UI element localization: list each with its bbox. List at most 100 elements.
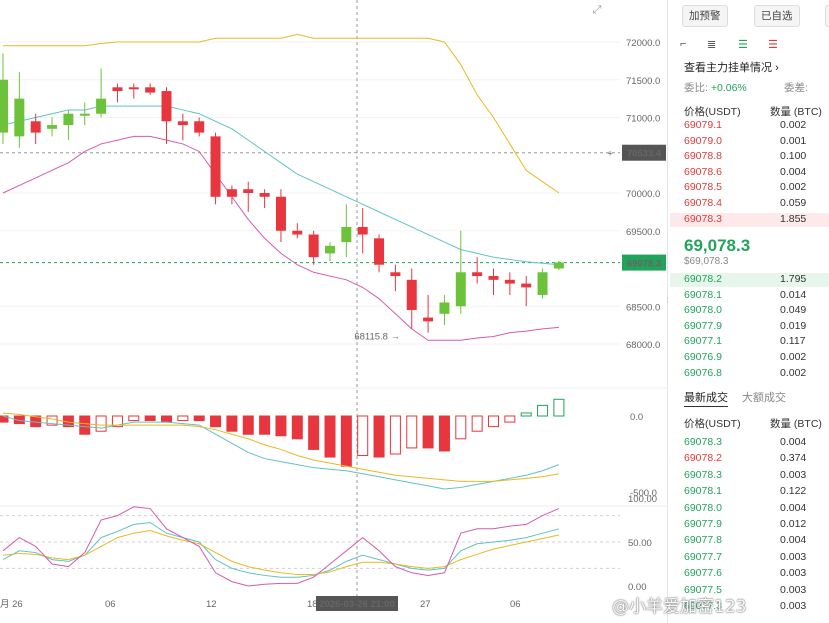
candle-body xyxy=(145,87,156,93)
trade-amount: 0.003 xyxy=(780,583,807,596)
ask-row[interactable]: 69078.6 0.004 xyxy=(684,166,829,180)
depth-both-icon[interactable]: ⌐ xyxy=(680,38,687,50)
ask-row[interactable]: 69078.4 0.059 xyxy=(684,197,829,211)
macd-bar xyxy=(275,415,287,437)
strategy-button[interactable]: 策略 xyxy=(825,5,829,27)
depth-view-tabs: ⌐ ≣ ☰ ☰ xyxy=(680,38,829,52)
col-amount: 数量 (BTC) xyxy=(770,106,822,118)
ask-price: 69078.5 xyxy=(684,181,722,194)
trade-price: 69077.6 xyxy=(684,567,722,580)
ask-row[interactable]: 69078.3 1.855 xyxy=(684,213,829,227)
trade-amount: 0.004 xyxy=(780,436,807,448)
ask-amount: 1.855 xyxy=(780,212,807,225)
bid-amount: 1.795 xyxy=(780,273,807,285)
watchlist-button[interactable]: 已自选 xyxy=(754,5,800,27)
crosshair-price-tag xyxy=(622,144,666,161)
tab-large-trades[interactable]: 大额成交 xyxy=(742,392,786,404)
candle-body xyxy=(390,272,401,277)
candle-body xyxy=(96,98,107,114)
bid-price: 69077.1 xyxy=(684,335,722,348)
candle-body xyxy=(63,113,74,126)
ask-row[interactable]: 69078.8 0.100 xyxy=(684,150,829,164)
bid-row[interactable]: 69076.8 0.002 xyxy=(684,367,829,381)
trades-col-amount: 数量 (BTC) xyxy=(770,418,822,430)
bid-price: 69076.8 xyxy=(684,366,722,379)
candle-body xyxy=(455,272,466,307)
add-alert-button[interactable]: 加预警 xyxy=(682,5,728,27)
trade-amount: 0.012 xyxy=(780,518,807,530)
ask-highlight xyxy=(670,212,829,227)
bid-row[interactable]: 69077.9 0.019 xyxy=(684,320,829,334)
diff-label: 委差: xyxy=(784,82,808,94)
macd-bar xyxy=(455,415,467,440)
collapse-panel-icon[interactable]: › xyxy=(667,294,668,305)
trade-row[interactable]: 69078.3 0.003 xyxy=(684,469,829,483)
trade-row[interactable]: 69077.7 0.003 xyxy=(684,551,829,565)
macd-bar xyxy=(308,415,320,450)
trade-amount: 0.004 xyxy=(780,534,807,547)
ask-price: 69078.3 xyxy=(684,212,722,225)
active-tab-underline xyxy=(684,406,728,407)
macd-axis-label: -500.0 xyxy=(630,488,657,499)
trade-amount: 0.003 xyxy=(780,468,807,481)
ask-row[interactable]: 69079.0 0.001 xyxy=(684,135,829,149)
candle-body xyxy=(79,113,90,116)
macd-bar xyxy=(471,415,483,432)
bid-row[interactable]: 69078.0 0.049 xyxy=(684,304,829,318)
macd-bar xyxy=(259,415,271,435)
expand-icon[interactable]: ⤢ xyxy=(592,4,602,16)
trade-row[interactable]: 69078.3 0.004 xyxy=(684,436,829,450)
bid-row[interactable]: 69078.2 1.795 xyxy=(684,273,829,287)
macd-bar xyxy=(520,412,532,417)
trade-row[interactable]: 69077.8 0.004 xyxy=(684,534,829,548)
macd-bar xyxy=(46,415,58,426)
candle-body xyxy=(210,136,221,197)
trade-row[interactable]: 69077.3 0.003 xyxy=(684,600,829,614)
trade-amount: 0.122 xyxy=(780,485,807,498)
candle-body xyxy=(292,230,303,235)
trade-row[interactable]: 69078.2 0.374 xyxy=(684,452,829,466)
crosshair-time-tag xyxy=(316,596,398,611)
price-axis-label: 70000.0 xyxy=(626,189,660,200)
macd-bar xyxy=(438,415,450,452)
kdj-d-line xyxy=(2,530,560,576)
trade-row[interactable]: 69077.6 0.003 xyxy=(684,567,829,581)
price-axis-label: 71000.0 xyxy=(626,114,660,125)
bid-row[interactable]: 69078.1 0.014 xyxy=(684,289,829,303)
trade-row[interactable]: 69078.0 0.004 xyxy=(684,502,829,516)
macd-bar xyxy=(389,415,401,455)
candle-body xyxy=(161,91,172,122)
orderbook-panel: 加预警 已自选 策略 ⌐ ≣ ☰ ☰ 查看主力挂单情况 › 委比: +0.06%… xyxy=(670,0,829,623)
candle-body xyxy=(325,245,335,254)
time-axis-label: 12 xyxy=(206,599,217,610)
candle-body xyxy=(0,79,8,133)
macd-bar xyxy=(340,415,352,467)
bid-amount: 0.014 xyxy=(780,288,807,301)
trade-row[interactable]: 69077.9 0.012 xyxy=(684,518,829,532)
trade-row[interactable]: 69077.5 0.003 xyxy=(684,584,829,598)
macd-bar xyxy=(357,415,369,457)
candle-body xyxy=(537,272,548,295)
trade-price: 69077.8 xyxy=(684,534,722,547)
candle-body xyxy=(30,121,41,133)
crosshair-time-label: 2026-03-26 21:00 xyxy=(319,599,395,610)
kline-chart[interactable]: 68115.8 → 72000.0 71500.0 71000.0 70533.4 +70… xyxy=(0,0,668,623)
depth-mixed-icon[interactable]: ≣ xyxy=(707,39,717,51)
ask-amount: 0.002 xyxy=(780,181,807,194)
trade-price: 69078.0 xyxy=(684,501,722,514)
trades-header: 价格(USDT) 数量 (BTC) xyxy=(684,416,822,431)
depth-buy-icon[interactable]: ☰ xyxy=(738,39,748,51)
depth-sell-icon[interactable]: ☰ xyxy=(768,39,778,51)
main-orders-link[interactable]: 查看主力挂单情况 › xyxy=(684,62,779,74)
trade-amount: 0.374 xyxy=(780,452,807,465)
chart-panel[interactable]: 68115.8 → 72000.0 71500.0 71000.0 70533.4 +70… xyxy=(0,0,668,623)
ask-amount: 0.002 xyxy=(780,119,807,131)
ask-row[interactable]: 69079.1 0.002 xyxy=(684,119,829,133)
bid-row[interactable]: 69077.1 0.117 xyxy=(684,335,829,349)
candle-body xyxy=(439,302,450,314)
ask-row[interactable]: 69078.5 0.002 xyxy=(684,181,829,195)
tab-latest-trades[interactable]: 最新成交 xyxy=(684,392,728,404)
trade-row[interactable]: 69078.1 0.122 xyxy=(684,485,829,499)
bid-row[interactable]: 69076.9 0.002 xyxy=(684,351,829,365)
macd-bar xyxy=(291,415,303,440)
